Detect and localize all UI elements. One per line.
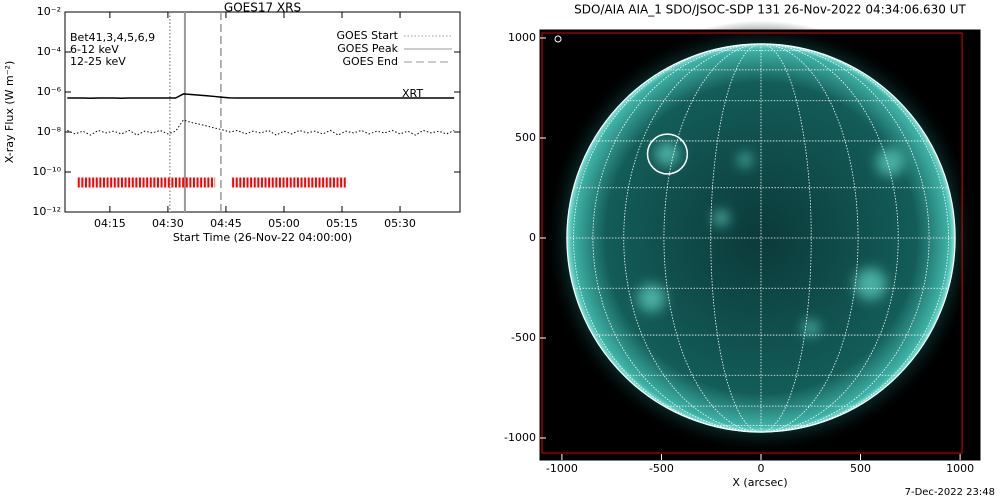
legend-label: GOES Peak bbox=[337, 42, 398, 55]
active-region bbox=[713, 210, 730, 226]
x-tick-label: 04:30 bbox=[152, 217, 184, 230]
grid-meridian bbox=[760, 43, 899, 433]
x-tick-label: 04:15 bbox=[94, 217, 126, 230]
legend-label: 12-25 keV bbox=[70, 55, 126, 68]
x-tick-label: -500 bbox=[649, 462, 674, 475]
active-region bbox=[854, 268, 887, 300]
chart-title: GOES17 XRS bbox=[224, 1, 301, 15]
y-axis-label: X-ray Flux (W m⁻²) bbox=[3, 61, 16, 163]
limb bbox=[566, 43, 956, 433]
grid-meridian bbox=[760, 43, 812, 433]
y-tick-label: 500 bbox=[515, 131, 536, 144]
grid-meridian bbox=[760, 43, 949, 433]
legend-label: GOES End bbox=[342, 55, 398, 68]
plot-frame bbox=[64, 11, 461, 213]
xrt-fov bbox=[541, 32, 963, 454]
y-tick-label: 1000 bbox=[508, 31, 536, 44]
y-tick-label: 0 bbox=[529, 231, 536, 244]
active-regions bbox=[637, 142, 905, 336]
x-tick-label: 05:30 bbox=[384, 217, 416, 230]
grid-meridian bbox=[592, 43, 761, 433]
active-region bbox=[637, 284, 666, 312]
y-tick-label: 10⁻⁶ bbox=[37, 85, 62, 98]
x-tick-label: 500 bbox=[850, 462, 871, 475]
legend-label: Bet41,3,4,5,6,9 bbox=[70, 31, 155, 44]
fov-label: XRT FOV bbox=[552, 423, 595, 434]
series-line bbox=[67, 93, 455, 99]
grid-meridian bbox=[760, 43, 930, 433]
active-region bbox=[655, 142, 680, 166]
y-tick-label: -1000 bbox=[504, 431, 536, 444]
plot-frame bbox=[539, 29, 981, 461]
y-tick-label: 10⁻¹⁰ bbox=[32, 165, 61, 178]
y-tick-label: 10⁻⁴ bbox=[37, 45, 62, 58]
grid-meridian bbox=[573, 43, 761, 433]
x-tick-label: 0 bbox=[757, 462, 764, 475]
legend-label: 6-12 keV bbox=[70, 43, 119, 56]
active-region bbox=[738, 153, 753, 167]
flare-marker bbox=[646, 133, 689, 175]
grid-meridian bbox=[710, 43, 761, 433]
x-tick-label: 04:45 bbox=[210, 217, 242, 230]
series-line bbox=[67, 119, 455, 136]
y-tick-label: 10⁻² bbox=[37, 5, 61, 18]
x-axis-label: X (arcsec) bbox=[732, 476, 787, 489]
y-tick-label: 10⁻⁸ bbox=[37, 125, 62, 138]
chart-title: SDO/AIA AIA_1 SDO/JSOC-SDP 131 26-Nov-20… bbox=[574, 3, 966, 17]
legend-marker bbox=[554, 35, 562, 43]
legend-label: GOES Start bbox=[337, 29, 399, 42]
legend-label: AIA flare location bbox=[566, 34, 651, 45]
x-tick-label: 1000 bbox=[946, 462, 974, 475]
active-region bbox=[802, 320, 819, 336]
y-tick-label: 10⁻¹² bbox=[32, 205, 61, 218]
y-tick-label: -500 bbox=[511, 331, 536, 344]
xrt-label: XRT bbox=[402, 87, 423, 100]
x-tick-label: 05:15 bbox=[326, 217, 358, 230]
x-tick-label: -1000 bbox=[546, 462, 578, 475]
x-axis-label: Start Time (26-Nov-22 04:00:00) bbox=[173, 231, 352, 244]
active-region bbox=[876, 148, 905, 176]
grid-meridian bbox=[760, 43, 859, 433]
x-tick-label: 05:00 bbox=[268, 217, 300, 230]
footer: 7-Dec-2022 23:48 bbox=[905, 487, 995, 498]
